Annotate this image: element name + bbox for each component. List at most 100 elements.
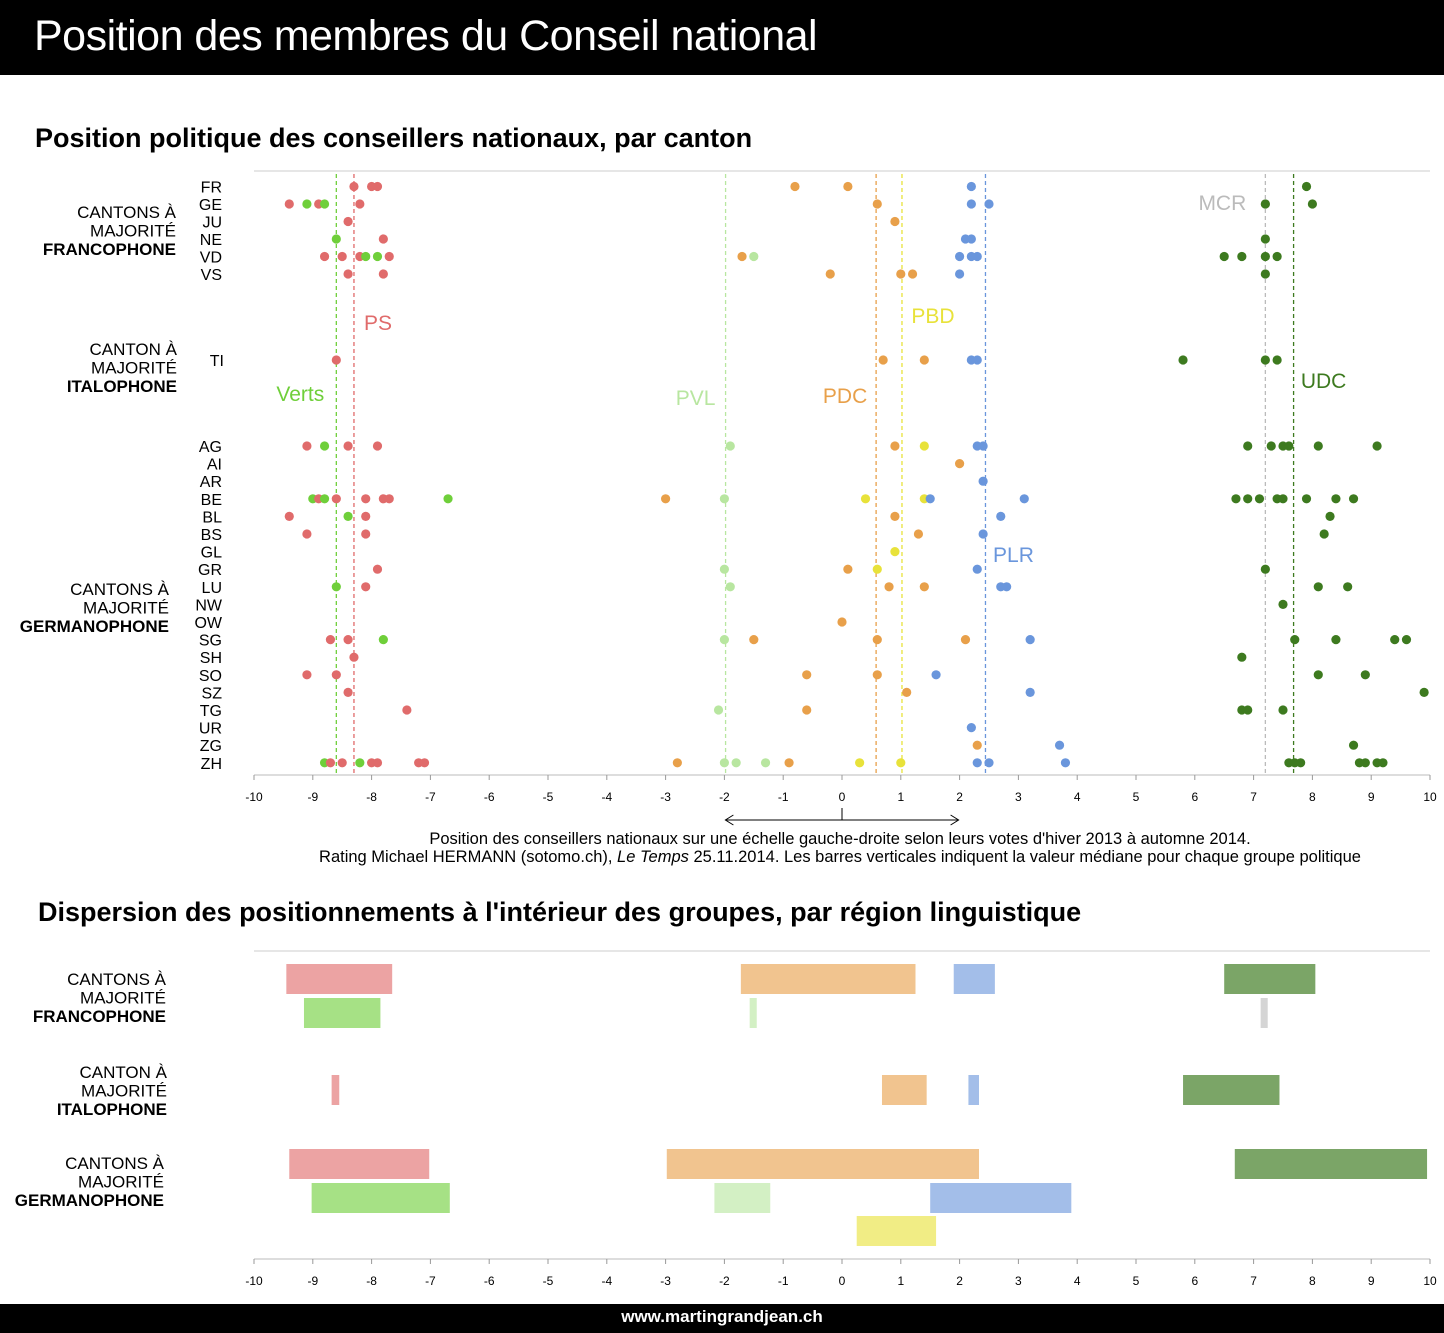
canton-label: ZH (201, 756, 222, 773)
canton-label: UR (199, 721, 222, 738)
range-bar-pdc (740, 964, 916, 994)
point-udc (1343, 582, 1353, 592)
x-tick-label: 9 (1368, 1274, 1375, 1288)
point-pvl (731, 758, 741, 768)
point-pdc (843, 564, 853, 574)
x-tick-label: -1 (778, 790, 789, 804)
point-pdc (661, 494, 671, 504)
point-plr (955, 269, 965, 279)
point-pvl (725, 441, 735, 451)
region-label-line: MAJORITÉ (78, 1173, 164, 1192)
x-tick-label: 6 (1191, 790, 1198, 804)
point-plr (966, 181, 976, 192)
point-ps (343, 441, 353, 451)
point-pdc (878, 355, 888, 365)
range-bar-pvl (749, 998, 757, 1028)
point-ps (343, 635, 353, 645)
caption-source: Rating Michael HERMANN (sotomo.ch), (319, 848, 618, 866)
point-udc (1243, 494, 1253, 504)
point-udc (1272, 355, 1282, 365)
point-ps (337, 758, 347, 768)
range-bar-plr (968, 1075, 980, 1105)
canton-label: NE (200, 232, 222, 249)
point-udc (1260, 269, 1270, 279)
point-plr (1002, 582, 1012, 592)
point-ps (302, 670, 312, 680)
point-udc (1290, 635, 1300, 645)
x-tick-label: 10 (1423, 1274, 1437, 1288)
point-pdc (919, 582, 929, 592)
x-tick-label: -7 (425, 1274, 436, 1288)
x-tick-label: 1 (897, 1274, 904, 1288)
x-tick-label: -8 (366, 1274, 377, 1288)
point-udc (1278, 705, 1288, 715)
canton-label: TI (210, 353, 224, 370)
point-plr (1025, 687, 1035, 698)
x-tick-label: 3 (1015, 1274, 1022, 1288)
point-ps (361, 582, 371, 592)
canton-label: SO (199, 668, 222, 685)
point-ps (384, 494, 394, 504)
canton-label: FR (201, 180, 222, 197)
canton-label: GR (198, 562, 222, 579)
x-tick-label: 7 (1250, 1274, 1257, 1288)
point-pdc (790, 181, 800, 192)
point-ps (372, 758, 383, 768)
point-plr (978, 441, 988, 451)
point-udc (1284, 441, 1294, 451)
region-label-line: MAJORITÉ (80, 989, 166, 1008)
canton-label: GE (199, 197, 222, 214)
point-ps (325, 635, 336, 645)
point-udc (1272, 251, 1282, 262)
x-tick-label: -2 (719, 790, 730, 804)
point-ps (343, 269, 353, 279)
point-udc (1237, 251, 1247, 262)
point-pdc (737, 251, 747, 262)
point-udc (1278, 494, 1288, 504)
point-plr (966, 234, 976, 244)
caption-journal: Le Temps (617, 848, 689, 866)
x-tick-label: -10 (245, 790, 263, 804)
point-udc (1278, 599, 1288, 610)
point-pdc (890, 216, 900, 227)
region-label-line: CANTON À (79, 1063, 167, 1082)
footer-bar (0, 1304, 1444, 1333)
point-pbd (872, 564, 882, 574)
point-plr (1019, 494, 1029, 504)
point-plr (1054, 740, 1065, 750)
point-ps (331, 355, 341, 365)
point-udc (1313, 670, 1323, 680)
range-bar-plr (953, 964, 995, 994)
point-ps (402, 705, 412, 715)
x-tick-label: -10 (245, 1274, 263, 1288)
canton-label: VS (201, 267, 222, 284)
point-verts (343, 511, 353, 521)
point-udc (1260, 199, 1270, 209)
point-ps (343, 687, 353, 698)
point-ps (372, 564, 383, 574)
x-tick-label: 0 (839, 790, 846, 804)
point-pvl (719, 564, 730, 574)
point-udc (1325, 511, 1335, 521)
region-label-line: MAJORITÉ (81, 1082, 167, 1101)
x-tick-label: 8 (1309, 790, 1316, 804)
x-tick-label: 8 (1309, 1274, 1316, 1288)
point-ps (319, 251, 330, 262)
point-pbd (896, 758, 906, 768)
point-pdc (825, 269, 835, 279)
canton-label: AI (207, 457, 222, 474)
point-verts (319, 494, 330, 504)
point-verts (355, 758, 365, 768)
point-udc (1296, 758, 1306, 768)
point-verts (378, 635, 388, 645)
footer-url: www.martingrandjean.ch (621, 1307, 823, 1326)
point-pdc (884, 582, 894, 592)
header-bar (0, 0, 1444, 75)
point-udc (1319, 529, 1329, 539)
point-ps (284, 199, 294, 209)
x-tick-label: 4 (1074, 790, 1081, 804)
region-label-line: CANTONS À (70, 580, 170, 599)
point-udc (1231, 494, 1241, 504)
point-udc (1401, 635, 1412, 645)
